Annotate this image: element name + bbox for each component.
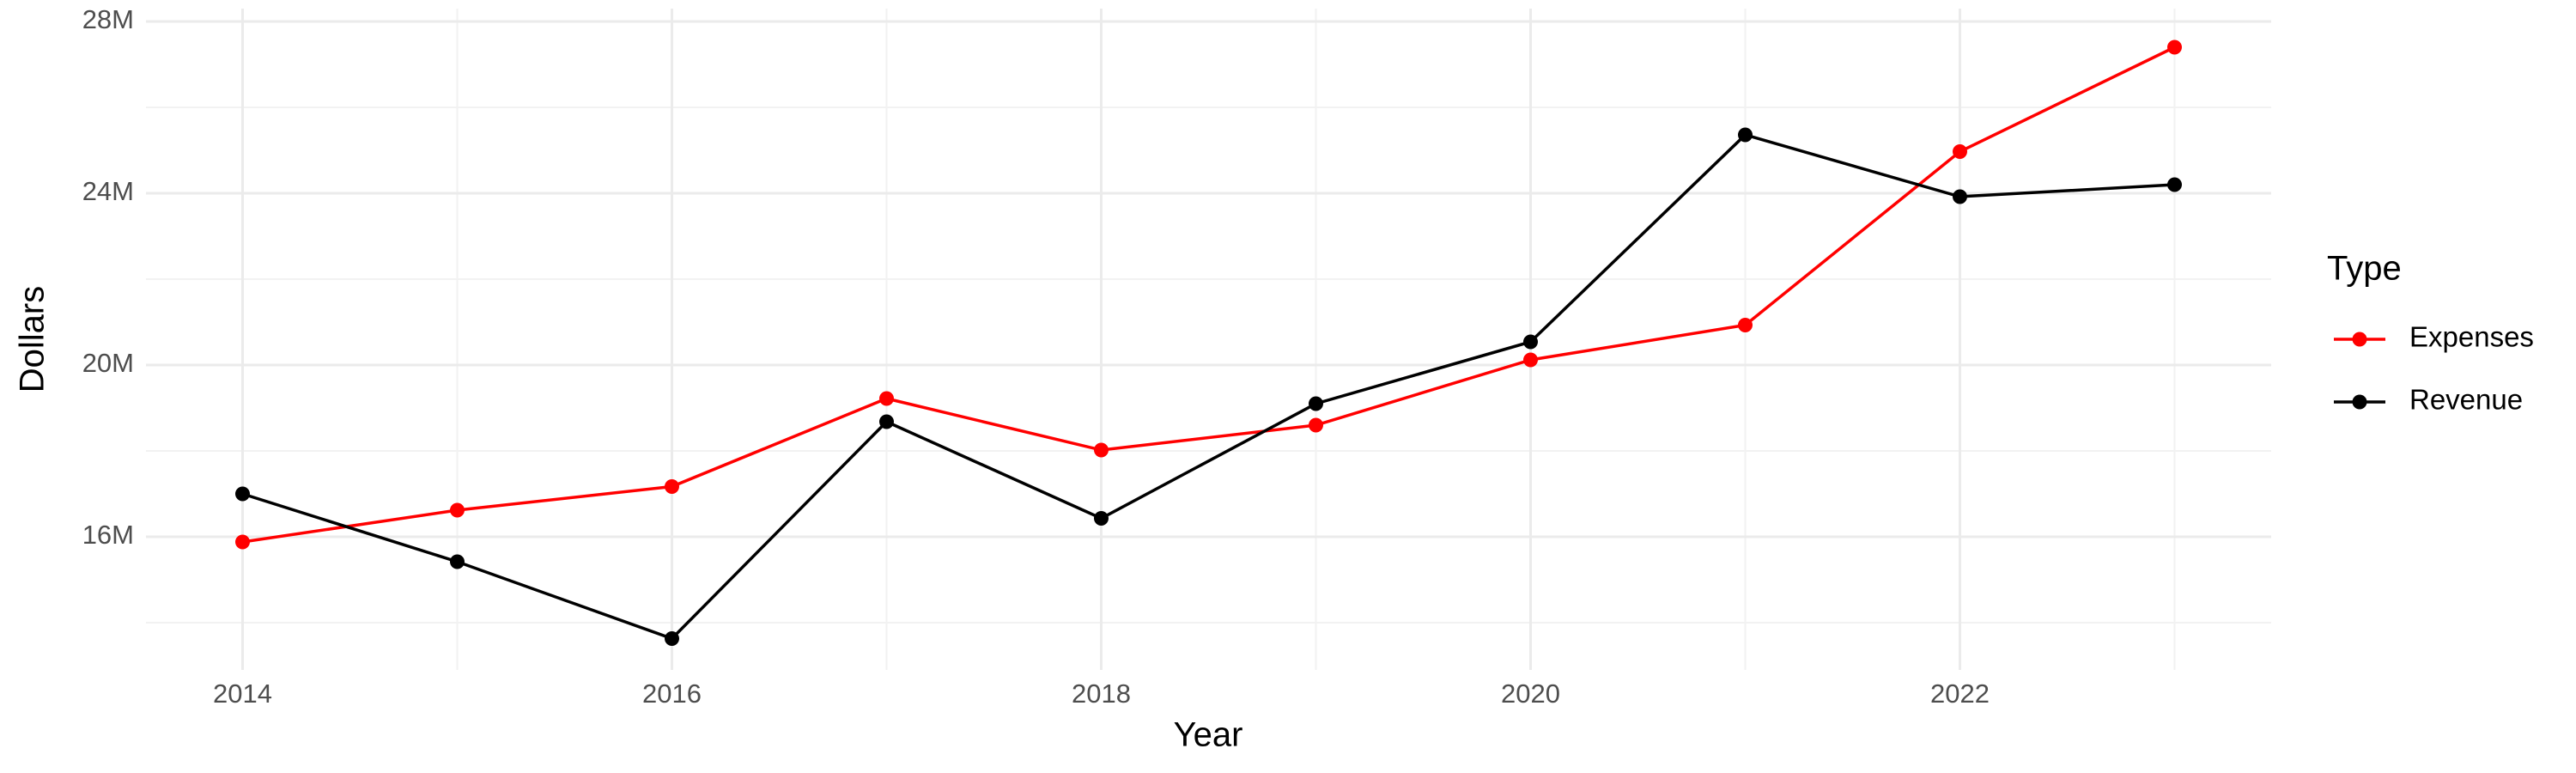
data-point [665,631,679,646]
x-tick-label: 2016 [642,679,702,709]
data-point [1523,352,1538,368]
x-tick-label: 2020 [1501,679,1560,709]
data-point [450,502,465,518]
series-line [242,46,2176,544]
data-point [1523,334,1538,350]
x-tick-label: 2022 [1930,679,1990,709]
legend-label: Expenses [2409,321,2534,353]
y-tick-label: 24M [82,176,134,206]
data-point [879,414,894,429]
data-point [665,479,679,494]
series-line [241,133,2175,641]
x-axis-title: Year [1174,716,1243,754]
data-point [1953,189,1967,204]
data-point [1094,511,1109,526]
data-point [1738,127,1753,143]
legend-label: Revenue [2409,384,2523,416]
legend-title: Type [2327,250,2402,288]
data-point [235,534,250,550]
y-tick-label: 20M [82,348,134,378]
data-point [235,486,250,502]
legend-swatch-point [2352,394,2367,410]
data-point [1094,442,1109,458]
x-tick-label: 2014 [213,679,272,709]
data-point [2167,40,2182,55]
data-point [1738,318,1753,332]
x-tick-label: 2018 [1072,679,1131,709]
data-point [1309,396,1323,411]
data-point [879,391,894,406]
data-point [1309,417,1323,433]
y-tick-label: 16M [82,520,134,550]
y-tick-label: 28M [82,4,134,34]
y-axis-title: Dollars [14,286,52,393]
data-point [2167,177,2182,192]
data-point [450,554,465,569]
data-point [1953,144,1967,159]
legend-swatch-point [2352,332,2367,347]
